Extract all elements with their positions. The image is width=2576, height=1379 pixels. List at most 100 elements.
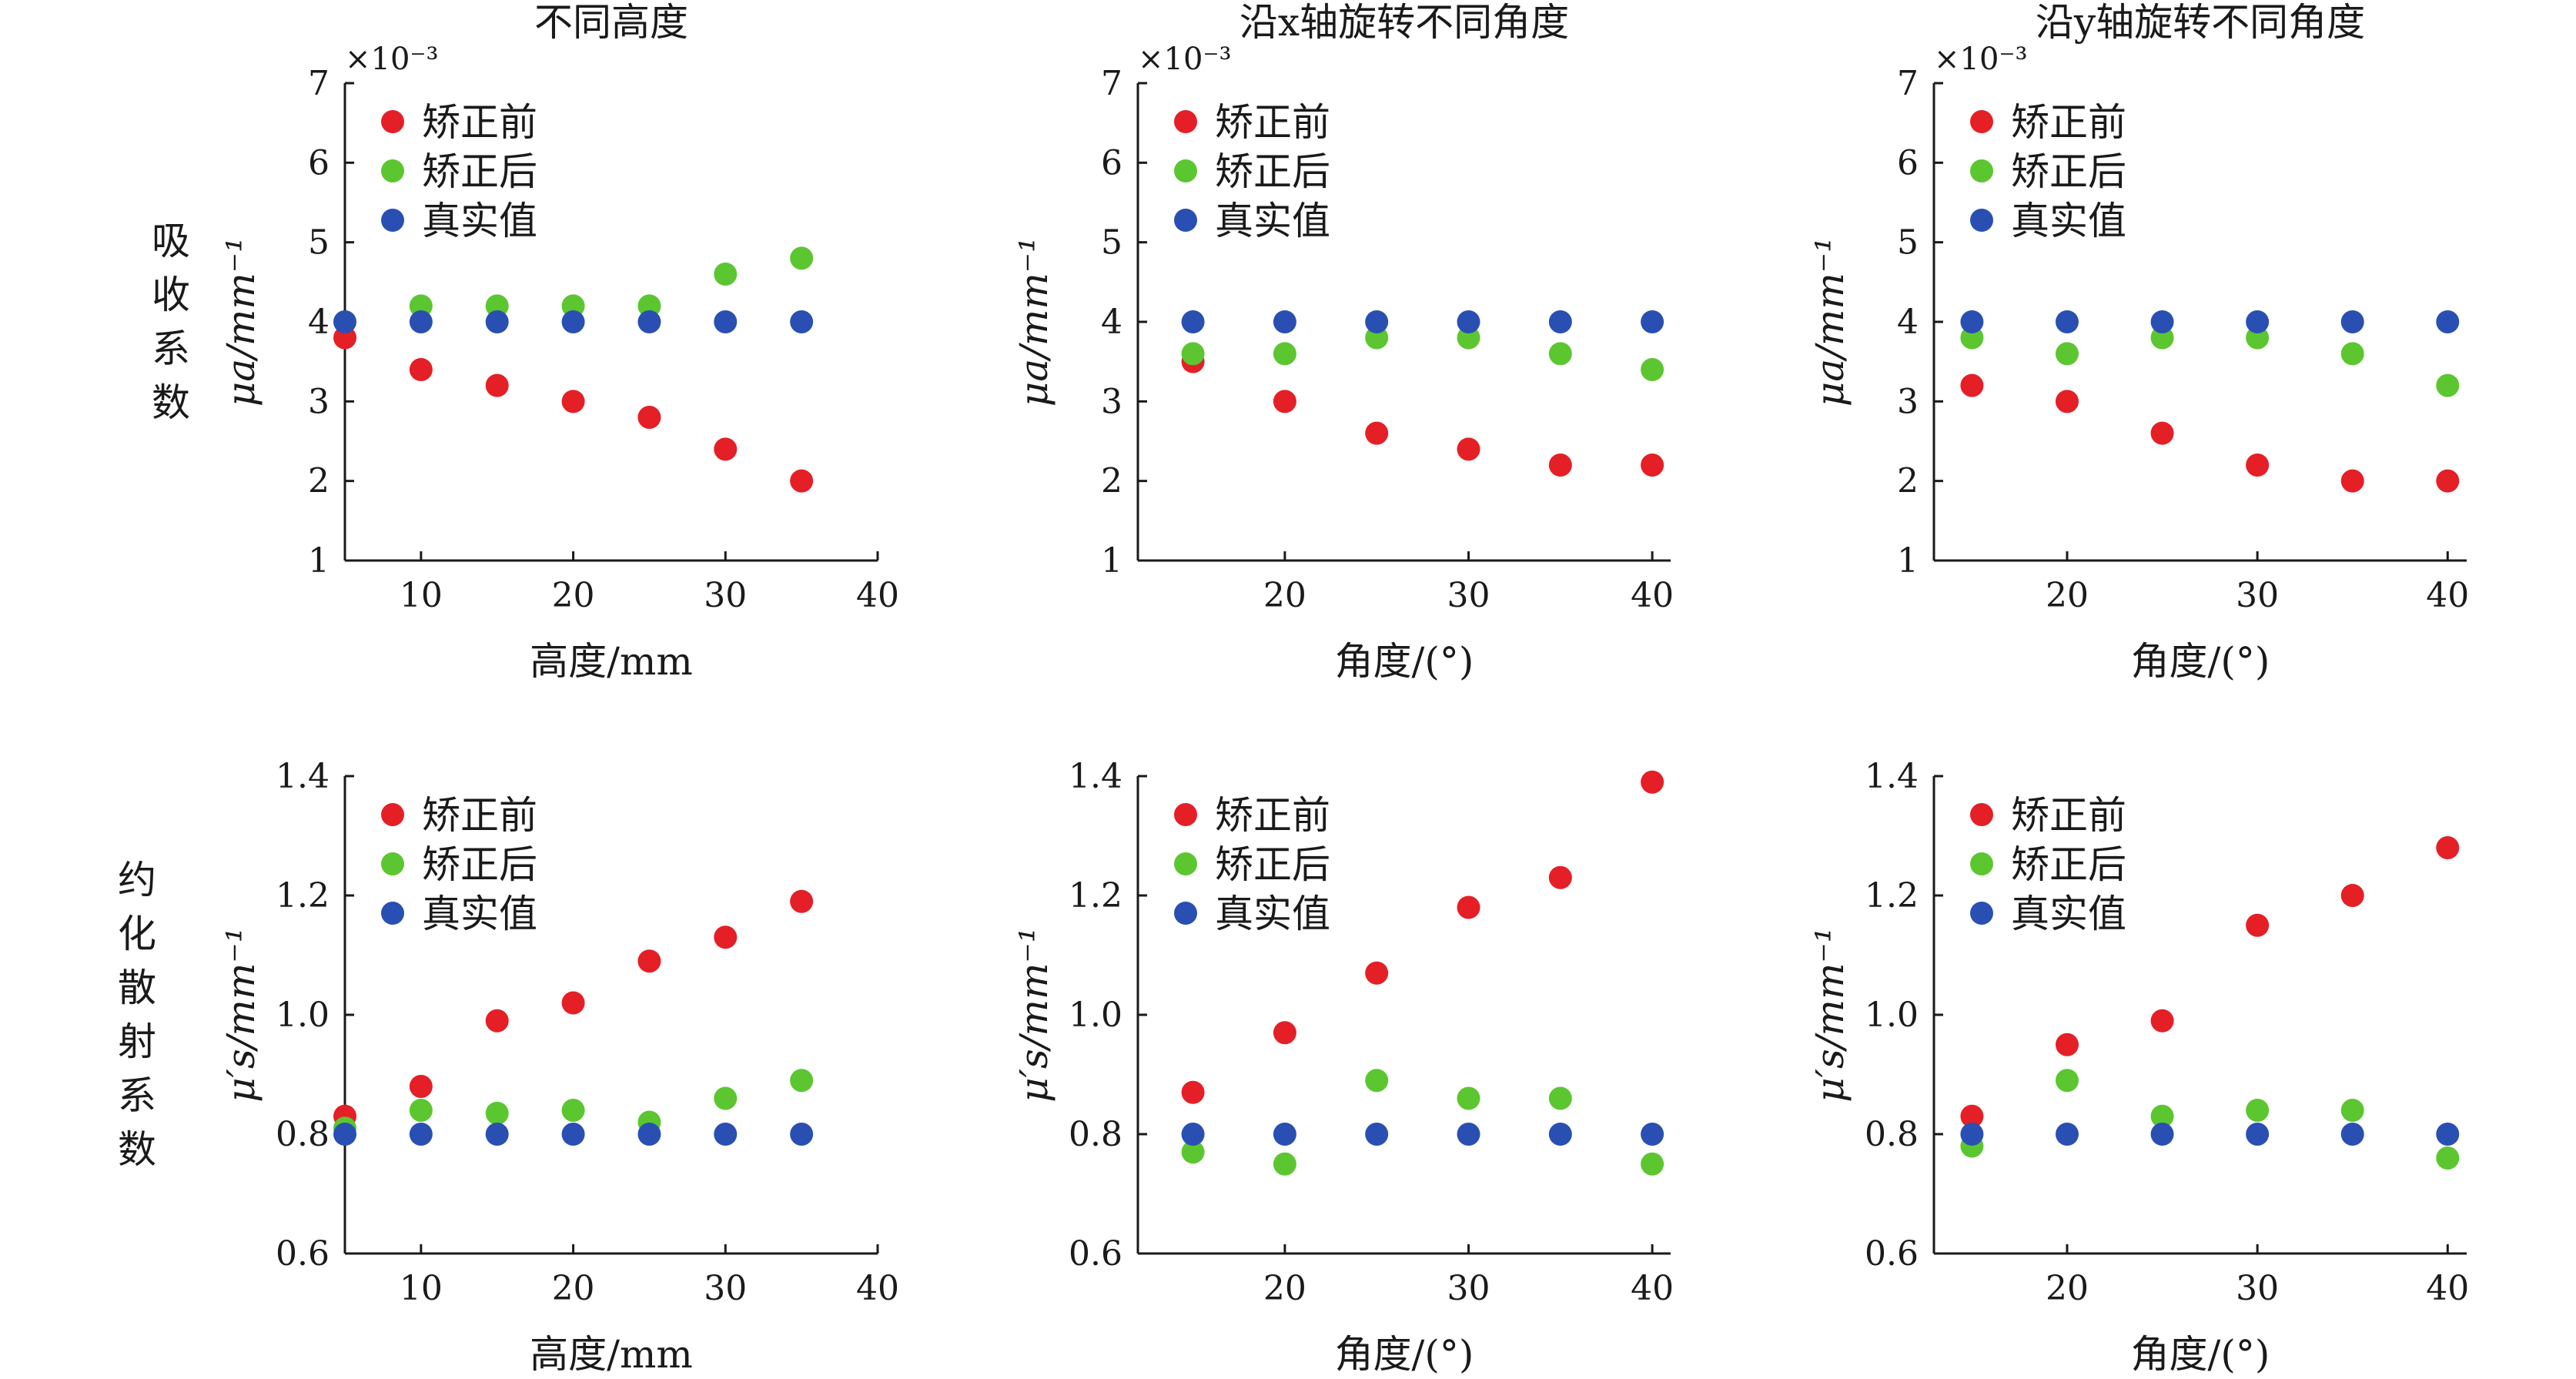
data-point-3 [485, 1123, 509, 1146]
x-axis-label: 角度/(°) [2131, 1332, 2270, 1377]
y-tick-label: 4 [1897, 303, 1919, 342]
data-point-3 [714, 1123, 738, 1146]
legend-marker [1174, 852, 1197, 875]
data-point-3 [1365, 310, 1389, 333]
legend-label: 真实值 [1215, 199, 1330, 243]
legend-label: 矫正后 [2011, 842, 2126, 887]
x-tick-label: 30 [2236, 576, 2279, 615]
x-axis-label: 角度/(°) [2131, 639, 2270, 684]
data-point-3 [1273, 310, 1296, 333]
data-point-1 [1365, 961, 1389, 985]
y-tick-label: 0.6 [1865, 1234, 1919, 1274]
legend-label: 真实值 [422, 199, 537, 243]
data-point-1 [790, 469, 814, 493]
data-point-2 [2246, 326, 2270, 350]
data-point-3 [485, 310, 509, 333]
row-label-2: 约化散射系数 [118, 858, 156, 1172]
data-point-2 [637, 294, 661, 318]
data-point-1 [714, 925, 738, 949]
legend-label: 真实值 [2011, 892, 2126, 936]
data-point-1 [1457, 895, 1480, 919]
y-tick-label: 5 [1897, 223, 1919, 263]
legend-marker [381, 159, 404, 182]
data-point-3 [2150, 1123, 2174, 1146]
data-point-2 [2150, 1104, 2174, 1128]
data-point-1 [2340, 469, 2364, 493]
legend-marker [1970, 159, 1993, 182]
y-tick-label: 1 [308, 541, 330, 581]
data-point-2 [2246, 1099, 2270, 1122]
y-tick-label: 1.4 [1069, 757, 1122, 796]
y-tick-label: 1 [1101, 541, 1122, 581]
data-point-3 [1457, 1123, 1480, 1146]
legend-label: 矫正前 [2011, 100, 2126, 145]
x-axis-label: 角度/(°) [1335, 639, 1474, 684]
data-point-3 [409, 1123, 433, 1146]
data-point-2 [2056, 1069, 2079, 1093]
legend-label: 矫正后 [1215, 149, 1330, 194]
data-point-2 [2436, 1146, 2460, 1170]
y-tick-label: 3 [1101, 382, 1122, 421]
data-point-3 [714, 310, 738, 333]
legend-label: 矫正后 [422, 149, 537, 194]
y-tick-label: 1.2 [1865, 876, 1919, 915]
data-point-3 [2056, 310, 2079, 333]
y-tick-label: 7 [1101, 64, 1122, 103]
legend-marker [381, 209, 404, 232]
legend-label: 真实值 [2011, 199, 2126, 243]
data-point-3 [1181, 310, 1205, 333]
data-point-2 [790, 246, 814, 270]
legend-marker [381, 803, 404, 826]
panel-5: 0.6 0.8 1.0 1.2 1.4 20 30 40 角度/(°) μ′s/mm⁻¹ 矫正前矫正… [1012, 757, 1674, 1377]
row-label-1: 吸收系数 [152, 219, 190, 425]
legend-marker [1970, 110, 1993, 133]
data-point-2 [561, 294, 585, 318]
y-tick-label: 1.4 [1865, 757, 1919, 796]
data-point-3 [2436, 1123, 2460, 1146]
data-point-2 [790, 1069, 814, 1093]
data-point-2 [1181, 342, 1205, 366]
y-tick-label: 0.8 [1069, 1115, 1122, 1154]
data-point-1 [2056, 1033, 2079, 1056]
x-tick-label: 30 [2236, 1269, 2279, 1308]
legend-marker [1174, 159, 1197, 182]
y-axis-label: μa/mm⁻¹ [1808, 237, 1852, 407]
y-axis-label: μ′s/mm⁻¹ [1012, 927, 1056, 1103]
legend-label: 矫正前 [422, 793, 537, 838]
data-point-3 [1365, 1123, 1389, 1146]
y-axis-label: μa/mm⁻¹ [1012, 237, 1056, 407]
legend-label: 矫正后 [2011, 149, 2126, 194]
x-tick-label: 40 [2426, 1269, 2469, 1308]
x-axis-label: 角度/(°) [1335, 1332, 1474, 1377]
y-tick-label: 2 [1897, 462, 1919, 501]
data-point-1 [1273, 390, 1296, 413]
data-point-1 [2340, 884, 2364, 907]
data-point-1 [714, 437, 738, 461]
y-axis-label: μa/mm⁻¹ [219, 237, 263, 407]
legend-marker [1970, 902, 1993, 925]
x-tick-label: 10 [400, 1269, 443, 1308]
y-tick-label: 0.8 [1865, 1115, 1919, 1154]
x-tick-label: 20 [1263, 1269, 1306, 1308]
data-point-3 [2340, 1123, 2364, 1146]
x-axis-label: 高度/mm [530, 1332, 693, 1377]
x-tick-label: 40 [1631, 576, 1674, 615]
y-tick-label: 2 [1101, 462, 1122, 501]
legend-marker [1174, 110, 1197, 133]
data-point-2 [1273, 1152, 1296, 1176]
y-tick-label: 0.6 [276, 1234, 330, 1274]
x-tick-label: 30 [704, 576, 747, 615]
data-point-3 [1641, 310, 1664, 333]
legend-marker [1970, 852, 1993, 875]
x-tick-label: 10 [400, 576, 443, 615]
y-tick-label: 3 [308, 382, 330, 421]
data-point-2 [714, 1086, 738, 1110]
x-tick-label: 30 [1447, 576, 1490, 615]
legend-marker [1174, 902, 1197, 925]
data-point-3 [1960, 310, 1984, 333]
y-tick-label: 6 [1897, 143, 1919, 182]
data-point-2 [714, 263, 738, 286]
data-point-3 [409, 310, 433, 333]
